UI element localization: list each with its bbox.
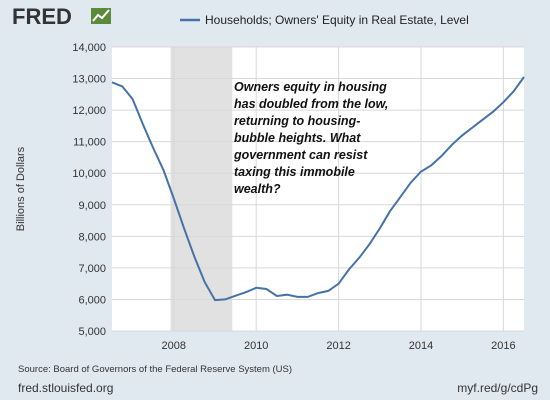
- x-tick-label: 2016: [491, 340, 515, 352]
- recession-band-0: [170, 47, 233, 331]
- y-tick-label: 6,000: [78, 294, 106, 306]
- legend-label: Households; Owners' Equity in Real Estat…: [205, 13, 469, 27]
- source-note: Source: Board of Governors of the Federa…: [18, 364, 293, 375]
- y-axis-label: Billions of Dollars: [15, 146, 27, 231]
- y-tick-label: 8,000: [78, 231, 106, 243]
- y-tick-label: 13,000: [72, 74, 106, 86]
- x-tick-label: 2012: [326, 340, 350, 352]
- short-url-link[interactable]: myf.red/g/cdPg: [457, 381, 538, 395]
- annotation-line: has doubled from the low,: [234, 97, 388, 111]
- recession-shading-layer: [170, 47, 233, 331]
- y-tick-label: 7,000: [78, 263, 106, 275]
- y-tick-label: 12,000: [72, 105, 106, 117]
- annotation-line: Owners equity in housing: [234, 80, 387, 94]
- x-tick-label: 2010: [244, 340, 268, 352]
- y-tick-label: 5,000: [78, 326, 106, 338]
- annotation-line: government can resist: [233, 148, 368, 162]
- y-tick-label: 11,000: [73, 137, 106, 149]
- annotation-line: bubble heights. What: [234, 131, 361, 145]
- annotation-line: taxing this immobile: [234, 165, 355, 179]
- site-link[interactable]: fred.stlouisfed.org: [18, 381, 114, 395]
- y-tick-label: 10,000: [72, 168, 106, 180]
- x-tick-label: 2014: [409, 340, 433, 352]
- x-axis-tick-labels: 2008 2010 2012 2014 2016: [162, 340, 516, 352]
- annotation-line: wealth?: [234, 182, 281, 196]
- x-tick-label: 2008: [162, 340, 186, 352]
- fred-logo-text: FRED: [12, 4, 72, 29]
- y-tick-label: 9,000: [78, 200, 106, 212]
- y-tick-label: 14,000: [72, 42, 106, 54]
- series-line-owners-equity: [111, 76, 525, 302]
- fred-line-chart-icon: [91, 8, 111, 24]
- fred-logo[interactable]: FRED: [12, 4, 111, 29]
- y-axis-tick-labels: 5,000 6,000 7,000 8,000 9,000 10,000 11,000 12,…: [72, 42, 106, 338]
- legend: Households; Owners' Equity in Real Estat…: [180, 13, 469, 27]
- annotation-line: returning to housing-: [234, 114, 360, 128]
- annotation: Owners equity in housing has doubled from…: [233, 80, 388, 196]
